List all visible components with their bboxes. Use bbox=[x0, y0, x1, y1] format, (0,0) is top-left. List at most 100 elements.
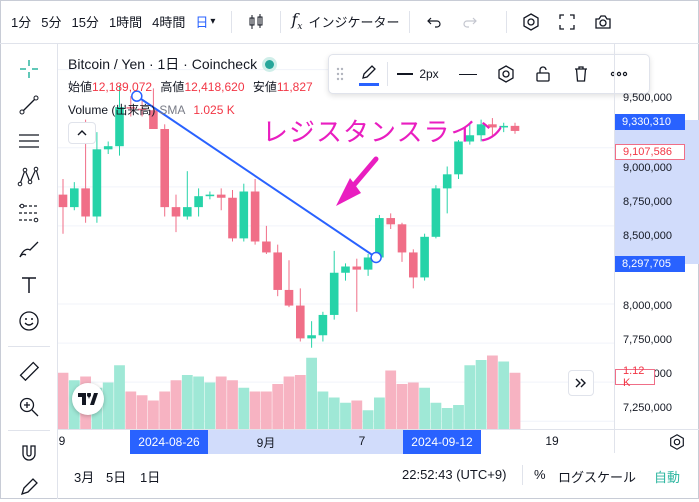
ruler-icon[interactable] bbox=[14, 356, 44, 386]
price-tick: 9,500,000 bbox=[623, 92, 672, 104]
time-tick: 19 bbox=[545, 434, 559, 448]
volume-tag: 1.12 K bbox=[615, 365, 655, 389]
pattern-icon[interactable] bbox=[14, 162, 44, 192]
text-tool-icon[interactable] bbox=[14, 270, 44, 300]
candle-body bbox=[465, 135, 475, 142]
price-axis[interactable]: 9,500,000 9,000,000 8,750,000 8,500,000 … bbox=[614, 44, 699, 429]
resistance-line-annotation[interactable]: レジスタンスライン bbox=[262, 118, 505, 148]
price-tag-last: 9,107,586 bbox=[615, 144, 685, 160]
range-3m-button[interactable]: 3月 bbox=[74, 470, 95, 485]
time-tick: 9 bbox=[58, 434, 66, 448]
drawing-edit-toolbar: 2px bbox=[328, 54, 650, 94]
volume-bar bbox=[170, 380, 182, 429]
volume-bar bbox=[328, 397, 340, 429]
candle-body bbox=[499, 125, 508, 128]
volume-bar bbox=[317, 391, 329, 429]
camera-icon[interactable] bbox=[589, 8, 617, 36]
divider bbox=[387, 62, 388, 86]
time-tag-end: 2024-09-12 bbox=[403, 430, 481, 454]
timeframe-15m[interactable]: 15分 bbox=[71, 15, 99, 30]
fib-tools-icon[interactable] bbox=[14, 198, 44, 228]
crosshair-icon[interactable] bbox=[14, 54, 44, 84]
pencil-lock-icon[interactable] bbox=[14, 472, 44, 502]
brush-icon[interactable] bbox=[14, 234, 44, 264]
tradingview-logo[interactable] bbox=[72, 383, 104, 415]
chart-legend: Bitcoin / Yen · 1日 · Coincheck bbox=[68, 54, 275, 74]
time-tag-start: 2024-08-26 bbox=[130, 430, 208, 454]
axis-settings-button[interactable] bbox=[614, 429, 699, 453]
trash-icon[interactable] bbox=[562, 54, 600, 94]
timeframe-1m[interactable]: 1分 bbox=[11, 15, 32, 30]
trend-line-icon[interactable] bbox=[14, 90, 44, 120]
settings-icon[interactable] bbox=[517, 8, 545, 36]
volume-bar bbox=[464, 365, 476, 429]
bottom-bar: 3月 5日 1日 22:52:43 (UTC+9) % ログスケール 自動 bbox=[58, 453, 699, 499]
volume-bar bbox=[102, 382, 114, 429]
scroll-to-latest-button[interactable] bbox=[568, 370, 594, 396]
chevron-up-icon bbox=[77, 130, 87, 136]
candle-body bbox=[386, 218, 395, 225]
divider bbox=[8, 346, 50, 347]
annotation-arrowhead bbox=[336, 178, 361, 206]
timeframe-5m[interactable]: 5分 bbox=[41, 15, 62, 30]
volume-bar bbox=[498, 361, 510, 429]
low-label: 安値 bbox=[252, 80, 277, 94]
line-handle-start bbox=[131, 90, 143, 102]
candle-body bbox=[137, 108, 147, 111]
undo-icon[interactable] bbox=[420, 8, 448, 36]
divider bbox=[231, 10, 233, 33]
time-axis[interactable]: 9 9月 7 19 2024-08-26 2024-09-12 bbox=[58, 429, 614, 454]
candle-body bbox=[149, 110, 158, 129]
clock-timezone[interactable]: 22:52:43 (UTC+9) bbox=[402, 467, 507, 482]
emoji-icon[interactable] bbox=[14, 306, 44, 336]
fullscreen-icon[interactable] bbox=[553, 8, 581, 36]
volume-bar bbox=[58, 372, 69, 429]
range-1d-button[interactable]: 1日 bbox=[140, 470, 161, 485]
volume-bar bbox=[306, 357, 317, 429]
zoom-in-icon[interactable] bbox=[14, 392, 44, 422]
symbol-title[interactable]: Bitcoin / Yen · 1日 · Coincheck bbox=[68, 56, 258, 72]
collapse-legend-button[interactable] bbox=[68, 122, 96, 144]
candle-body bbox=[183, 207, 192, 217]
redo-icon[interactable] bbox=[456, 8, 484, 36]
volume-label[interactable]: Volume (出来高) bbox=[68, 103, 156, 117]
low-value: 11,827 bbox=[276, 80, 313, 94]
line-width-label: 2px bbox=[419, 67, 439, 81]
volume-bar bbox=[114, 365, 125, 429]
drawing-tools-sidebar bbox=[0, 44, 58, 499]
timeframe-4h[interactable]: 4時間 bbox=[152, 15, 186, 30]
color-swatch bbox=[359, 82, 379, 86]
candle-body bbox=[115, 107, 124, 147]
price-tick: 7,250,000 bbox=[623, 402, 672, 414]
candle-body bbox=[228, 197, 237, 239]
candle-body bbox=[510, 125, 520, 131]
volume-bar bbox=[125, 391, 137, 429]
divider bbox=[280, 10, 282, 33]
candle-body bbox=[171, 207, 181, 217]
volume-bar bbox=[136, 395, 148, 429]
range-5d-button[interactable]: 5日 bbox=[106, 470, 127, 485]
percent-scale-toggle[interactable]: % bbox=[534, 467, 546, 482]
line-color-button[interactable] bbox=[351, 54, 387, 94]
horizontal-lines-icon[interactable] bbox=[14, 126, 44, 156]
drawing-settings-icon[interactable] bbox=[488, 54, 524, 94]
indicators-button[interactable]: fx インジケーター bbox=[291, 10, 399, 32]
open-label: 始値 bbox=[68, 80, 93, 94]
auto-scale-toggle[interactable]: 自動 bbox=[654, 470, 681, 485]
timeframe-1d[interactable]: 日 bbox=[195, 15, 209, 30]
candle-body bbox=[476, 124, 486, 136]
log-scale-toggle[interactable]: ログスケール bbox=[558, 470, 637, 485]
candle-body bbox=[488, 124, 497, 128]
line-width-button[interactable]: 2px bbox=[388, 54, 448, 94]
chevron-down-icon[interactable]: ▾ bbox=[210, 16, 216, 27]
line-style-button[interactable] bbox=[448, 54, 488, 94]
magnet-icon[interactable] bbox=[14, 438, 44, 468]
candle-body bbox=[329, 272, 339, 315]
volume-value: 1.025 K bbox=[193, 103, 235, 117]
candle-body bbox=[92, 149, 102, 217]
drag-handle-icon[interactable] bbox=[329, 54, 351, 94]
candle-body bbox=[239, 191, 249, 239]
timeframe-1h[interactable]: 1時間 bbox=[108, 15, 143, 30]
unlock-icon[interactable] bbox=[524, 54, 562, 94]
candlestick-type-icon[interactable] bbox=[242, 8, 270, 36]
